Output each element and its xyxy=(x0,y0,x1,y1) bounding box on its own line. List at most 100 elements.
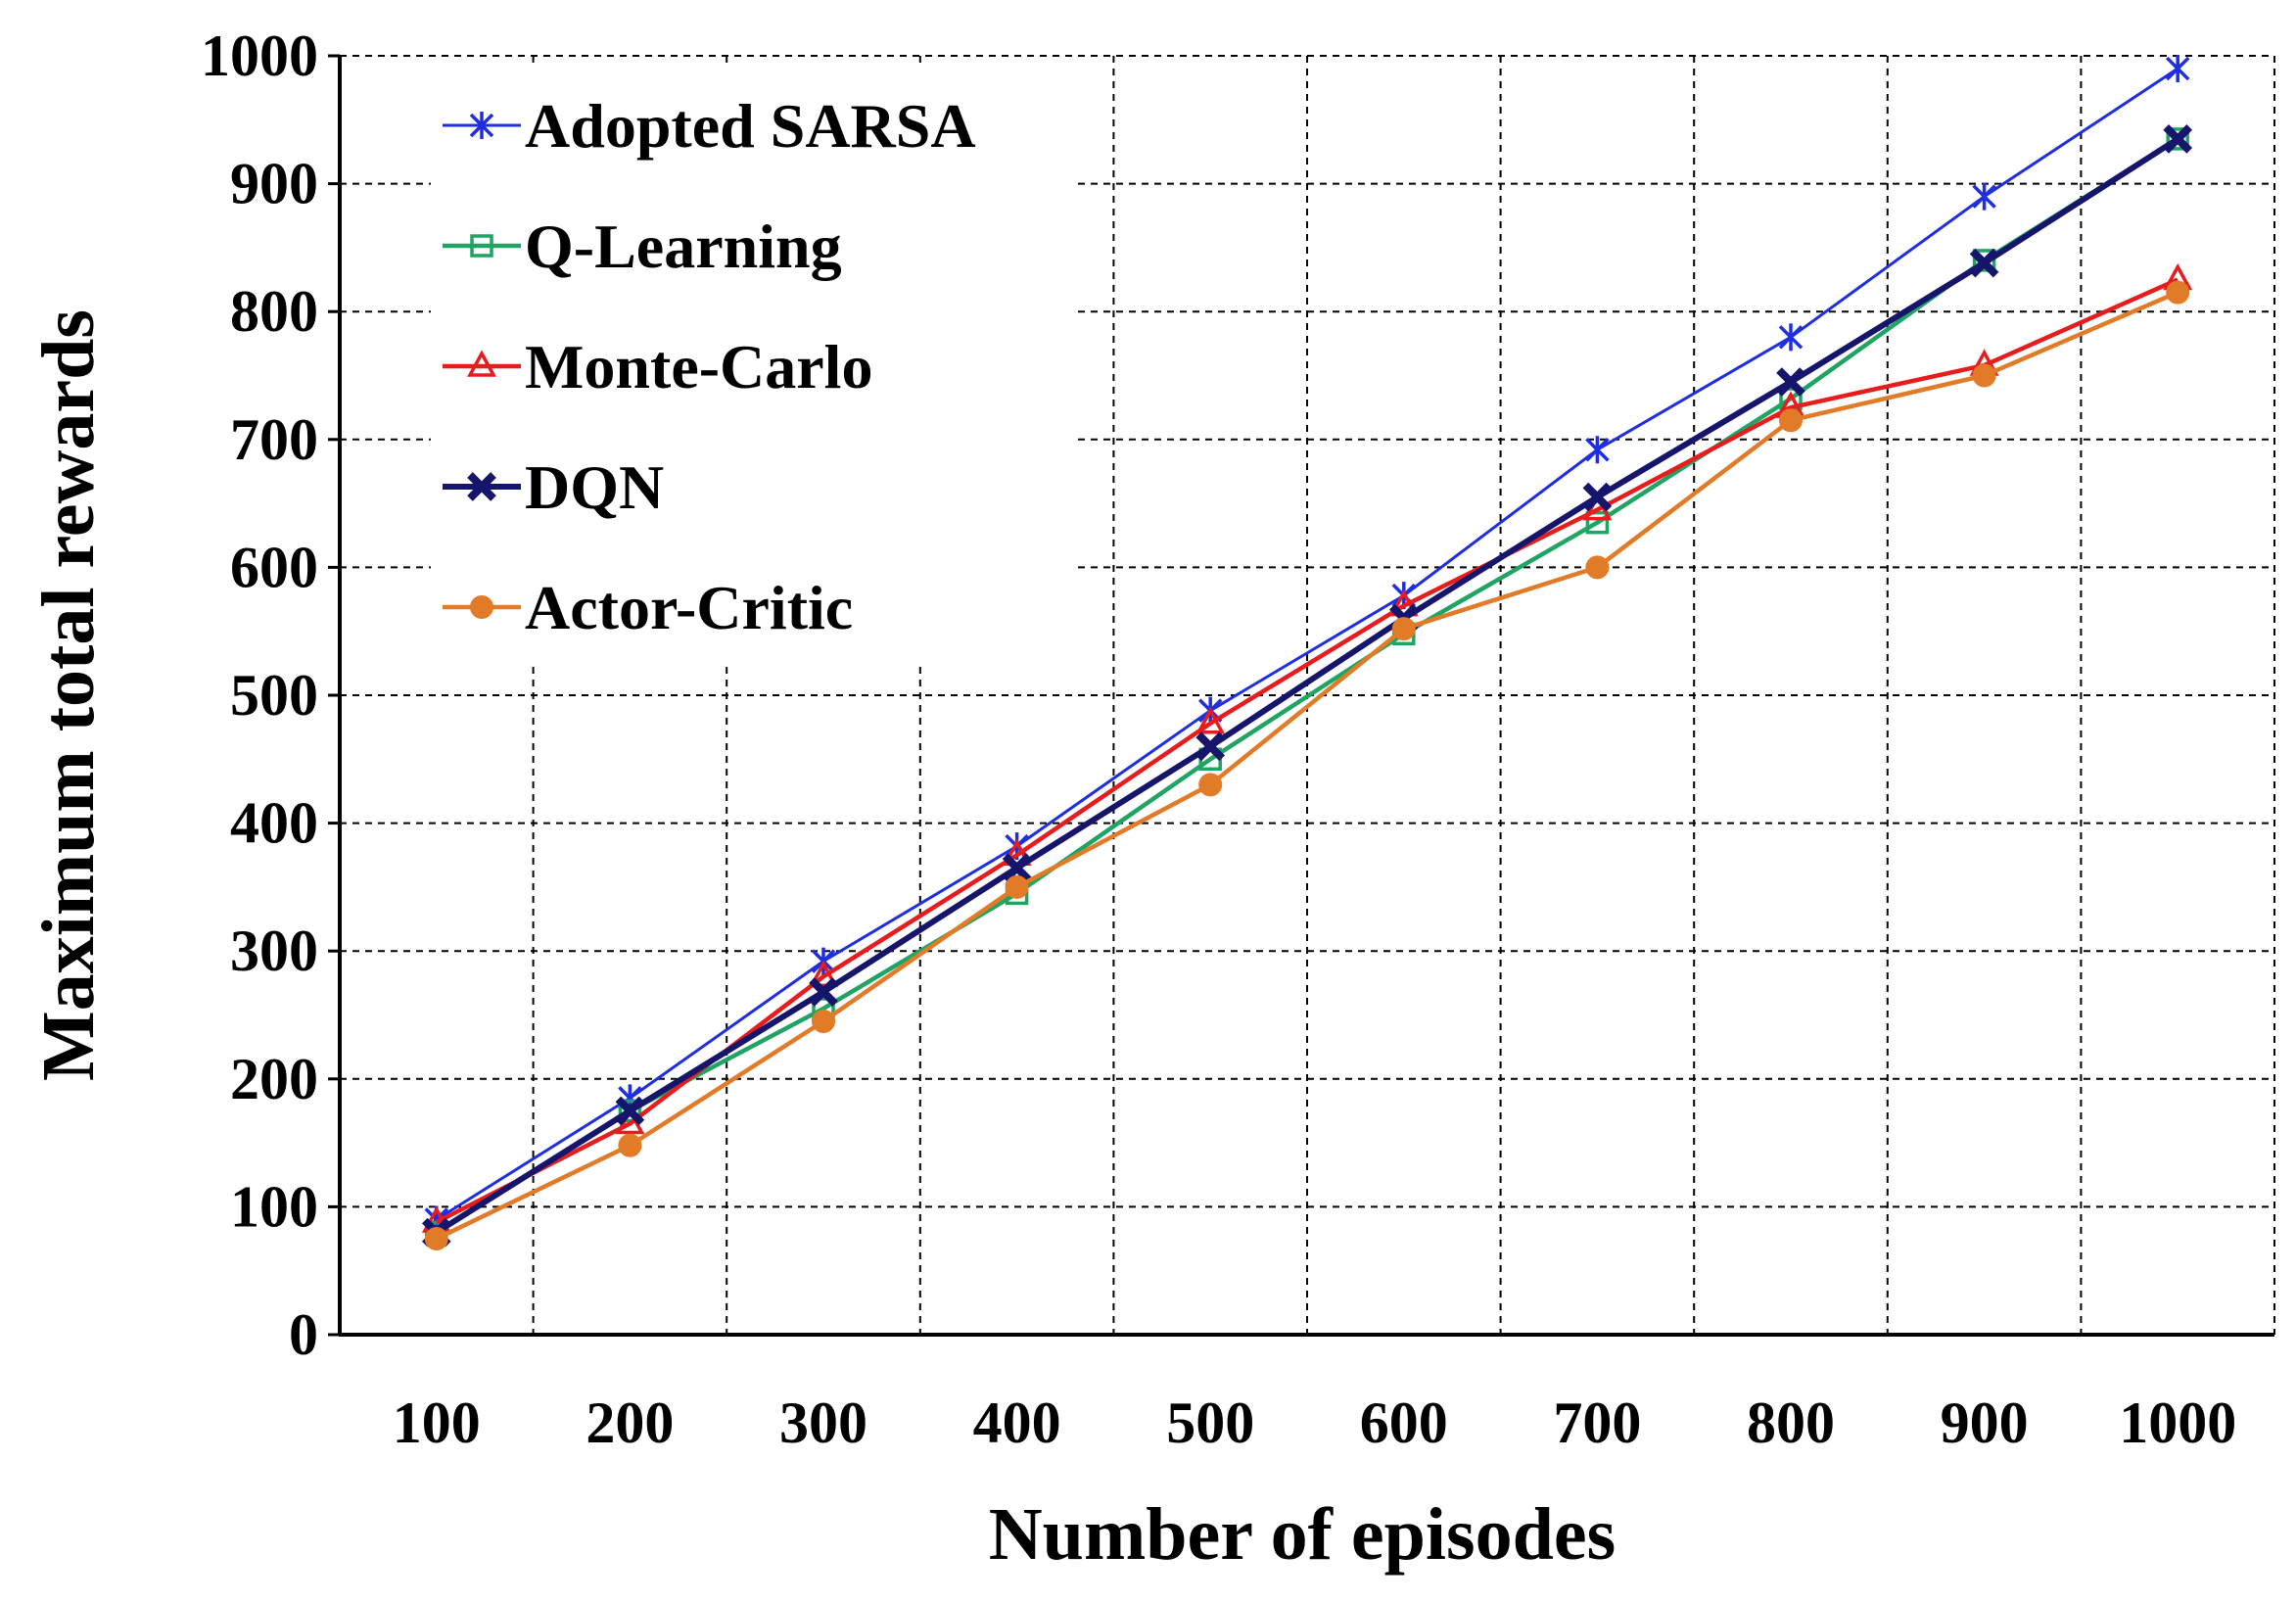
x-tick-label: 700 xyxy=(1553,1390,1641,1455)
marker-shape xyxy=(618,1099,642,1123)
marker-shape xyxy=(618,1133,642,1157)
data-point xyxy=(1972,363,1996,388)
data-point xyxy=(809,977,838,1007)
data-point xyxy=(1585,555,1610,580)
data-point xyxy=(2165,55,2190,83)
y-tick-label: 800 xyxy=(230,279,318,344)
data-point xyxy=(618,1133,642,1157)
data-point xyxy=(1972,182,1996,211)
x-tick-label: 300 xyxy=(779,1390,867,1455)
marker-shape xyxy=(1585,510,1610,535)
marker-stroke xyxy=(1582,482,1613,512)
y-axis-title: Maximum total rewards xyxy=(27,309,110,1081)
data-point xyxy=(1779,408,1803,433)
marker-shape xyxy=(2166,127,2189,151)
data-point xyxy=(1198,773,1223,797)
legend-marker xyxy=(470,234,493,258)
y-tick-label: 100 xyxy=(230,1174,318,1239)
marker-stroke xyxy=(1969,248,1999,278)
data-point xyxy=(615,1096,645,1126)
marker-shape xyxy=(424,1227,448,1251)
legend-label: Actor-Critic xyxy=(525,573,853,642)
data-point xyxy=(1585,510,1610,535)
x-tick-label: 100 xyxy=(393,1390,481,1455)
legend-label: Q-Learning xyxy=(525,212,842,281)
data-point xyxy=(2163,124,2193,154)
marker-shape xyxy=(1779,408,1803,433)
marker-stroke xyxy=(615,1096,645,1126)
marker-shape xyxy=(1195,707,1226,734)
marker-stroke xyxy=(467,472,496,501)
x-tick-label: 800 xyxy=(1747,1390,1835,1455)
legend-background xyxy=(431,69,1077,666)
marker-shape xyxy=(1005,874,1029,899)
axes: 0 100 200 300 400 500 600 700 800 900 1000 100 200 30… xyxy=(201,24,2274,1455)
marker-stroke xyxy=(1195,731,1226,762)
marker-shape xyxy=(809,960,838,988)
legend-label: Adopted SARSA xyxy=(525,91,976,161)
marker-shape xyxy=(1198,773,1223,797)
marker-shape xyxy=(812,1010,835,1034)
legend-item: Actor-Critic xyxy=(443,573,853,642)
series-line xyxy=(435,290,2179,1242)
y-tick-label: 900 xyxy=(230,152,318,216)
data-point xyxy=(1582,482,1613,512)
x-tick-label: 600 xyxy=(1360,1390,1448,1455)
legend-label: DQN xyxy=(525,452,664,522)
series-line xyxy=(435,136,2179,1236)
data-point xyxy=(2166,280,2190,305)
series-actor-critic xyxy=(424,280,2190,1251)
legend-item: DQN xyxy=(443,452,664,522)
x-tick-label: 500 xyxy=(1166,1390,1254,1455)
legend-label: Monte-Carlo xyxy=(525,332,872,401)
marker-stroke xyxy=(1002,853,1032,883)
x-tick-label: 1000 xyxy=(2119,1390,2236,1455)
y-tick-label: 300 xyxy=(230,919,318,983)
data-point xyxy=(1972,249,1996,272)
y-tick-label: 500 xyxy=(230,663,318,728)
y-tick-label: 600 xyxy=(230,535,318,599)
marker-shape xyxy=(1585,555,1610,580)
legend-marker xyxy=(470,595,493,619)
data-point xyxy=(1585,436,1610,464)
marker-shape xyxy=(470,595,493,619)
series-line xyxy=(436,67,2179,1221)
legend-item: Adopted SARSA xyxy=(443,91,976,161)
marker-shape xyxy=(1391,617,1416,641)
series-adopted-sarsa xyxy=(424,55,2190,1234)
legend-marker xyxy=(467,350,496,377)
marker-stroke xyxy=(809,977,838,1007)
data-point xyxy=(1195,731,1226,762)
data-point xyxy=(1195,707,1226,734)
data-point xyxy=(1778,323,1804,352)
x-axis-title: Number of episodes xyxy=(989,1493,1616,1576)
legend-item: Q-Learning xyxy=(443,212,842,281)
data-point xyxy=(1776,367,1805,397)
data-point xyxy=(812,1010,835,1034)
legend: Adopted SARSA Q-Learning Monte-Carlo DQN Act… xyxy=(431,69,1077,666)
data-point xyxy=(1002,853,1032,883)
data-point xyxy=(1391,617,1416,641)
x-tick-label: 900 xyxy=(1941,1390,2029,1455)
marker-shape xyxy=(2166,280,2190,305)
legend-marker xyxy=(467,472,496,501)
y-tick-label: 700 xyxy=(230,407,318,472)
legend-marker xyxy=(469,112,494,139)
marker-shape xyxy=(1972,363,1996,388)
data-point xyxy=(2166,127,2189,151)
y-tick-label: 200 xyxy=(230,1047,318,1111)
marker-shape xyxy=(467,350,496,377)
x-tick-label: 200 xyxy=(586,1390,674,1455)
marker-stroke xyxy=(2163,124,2193,154)
data-point xyxy=(1005,874,1029,899)
x-tick-label: 400 xyxy=(973,1390,1061,1455)
data-point xyxy=(618,1099,642,1123)
data-point xyxy=(424,1227,448,1251)
data-point xyxy=(809,960,838,988)
y-tick-label: 1000 xyxy=(201,24,318,88)
marker-shape xyxy=(1972,249,1996,272)
series-group xyxy=(421,55,2193,1251)
data-point xyxy=(1969,248,1999,278)
